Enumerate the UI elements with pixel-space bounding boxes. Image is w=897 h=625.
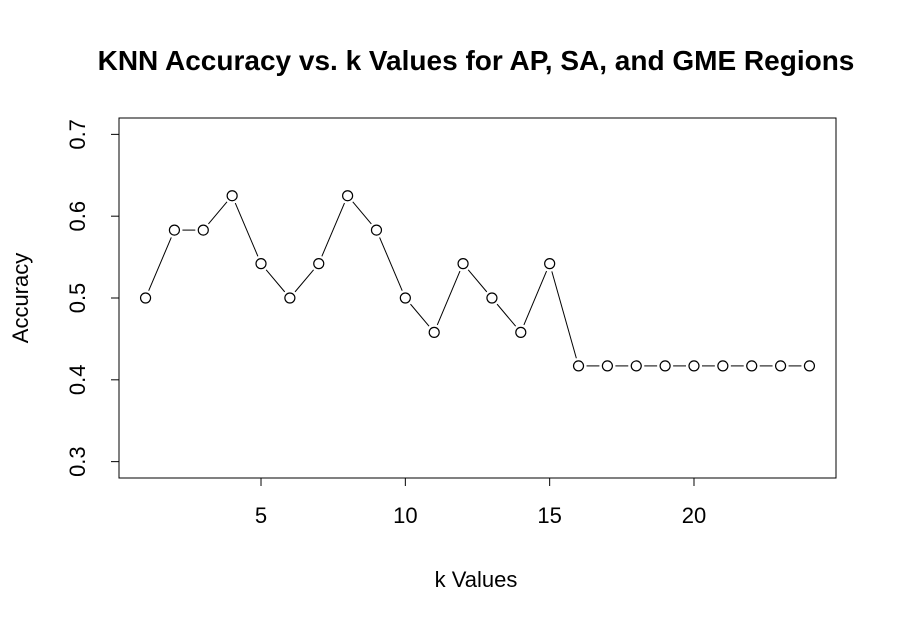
- x-axis: 5 10 15 20: [255, 477, 706, 528]
- data-point: [399, 292, 411, 304]
- y-tick-label: 0.4: [65, 365, 90, 396]
- data-point: [139, 292, 152, 304]
- x-tick-label: 10: [393, 503, 417, 528]
- series-points: [139, 190, 816, 372]
- plot-frame: [118, 117, 837, 479]
- series-line-segment: [352, 201, 372, 225]
- series-line-segment: [379, 237, 403, 291]
- series-line-segment: [410, 303, 430, 327]
- data-point: [486, 292, 498, 304]
- y-tick-label: 0.3: [65, 446, 90, 477]
- series-line-segment: [234, 202, 259, 257]
- data-point: [255, 258, 267, 270]
- series-line-segment: [496, 303, 517, 327]
- x-tick-label: 5: [255, 503, 267, 528]
- series-line-segment: [436, 270, 461, 326]
- data-point: [168, 224, 181, 236]
- data-point: [630, 360, 642, 372]
- data-point: [717, 360, 729, 372]
- data-point: [659, 360, 671, 372]
- data-point: [428, 326, 440, 338]
- series-line-segment: [148, 237, 172, 291]
- y-axis: 0.3 0.4 0.5 0.6 0.7: [65, 119, 120, 477]
- data-point: [601, 360, 613, 372]
- data-point: [544, 258, 556, 270]
- y-axis-label: Accuracy: [8, 253, 33, 343]
- data-point: [515, 326, 527, 338]
- series-line-segment: [523, 270, 548, 326]
- data-point: [197, 224, 209, 236]
- data-point: [226, 190, 238, 202]
- y-tick-label: 0.5: [65, 283, 90, 314]
- data-point: [572, 360, 585, 372]
- x-axis-label: k Values: [435, 567, 518, 592]
- data-point: [803, 360, 816, 372]
- data-point: [313, 258, 325, 270]
- series-line-segment: [294, 269, 314, 293]
- series-line-segment: [551, 271, 577, 359]
- series-line-segment: [467, 269, 488, 293]
- series-line-segments: [148, 201, 802, 367]
- series-line-segment: [321, 202, 345, 257]
- data-point: [688, 360, 700, 372]
- series-line-segment: [265, 269, 286, 293]
- data-point: [342, 190, 354, 202]
- y-tick-label: 0.6: [65, 201, 90, 232]
- data-point: [284, 292, 296, 304]
- x-tick-label: 15: [537, 503, 561, 528]
- y-tick-label: 0.7: [65, 119, 90, 150]
- data-point: [457, 258, 469, 270]
- data-point: [370, 224, 383, 236]
- series-line-segment: [208, 201, 228, 225]
- x-tick-label: 20: [682, 503, 706, 528]
- data-point: [774, 360, 787, 372]
- data-point: [746, 360, 758, 372]
- chart-title: KNN Accuracy vs. k Values for AP, SA, an…: [98, 45, 855, 76]
